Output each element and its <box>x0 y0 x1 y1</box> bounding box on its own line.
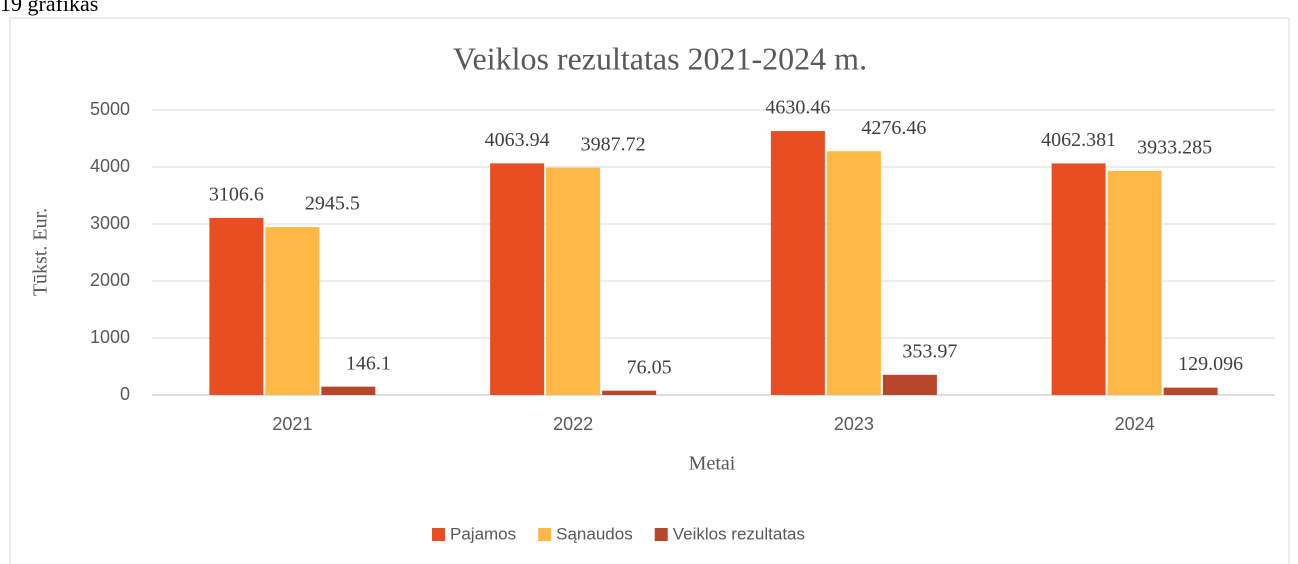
bar <box>1107 170 1162 395</box>
bar <box>770 131 825 395</box>
legend-label: Sąnaudos <box>556 524 633 543</box>
bar <box>1051 163 1106 395</box>
y-tick-label: 4000 <box>90 156 130 176</box>
legend-swatch <box>432 528 445 541</box>
data-label: 4062.381 <box>1041 129 1116 151</box>
legend-label: Veiklos rezultatas <box>673 524 805 543</box>
y-tick-label: 0 <box>120 384 130 404</box>
x-tick-label: 2023 <box>834 414 874 434</box>
x-axis-label: Metai <box>689 453 736 475</box>
bar <box>1163 387 1218 395</box>
data-label: 353.97 <box>902 340 957 362</box>
data-label: 3933.285 <box>1137 136 1212 158</box>
y-tick-label: 5000 <box>90 99 130 119</box>
x-tick-label: 2024 <box>1115 414 1155 434</box>
y-tick-label: 1000 <box>90 327 130 347</box>
legend-swatch <box>538 528 552 541</box>
data-label: 129.096 <box>1178 353 1243 375</box>
data-label: 4063.94 <box>485 129 550 151</box>
bar <box>882 374 937 395</box>
bar <box>490 163 545 395</box>
legend-label: Pajamos <box>450 524 516 543</box>
bar <box>265 227 320 395</box>
data-label: 2945.5 <box>305 193 360 215</box>
data-label: 76.05 <box>627 356 672 378</box>
bar <box>209 217 264 395</box>
bar <box>826 151 881 395</box>
bar <box>602 390 657 395</box>
data-label: 4276.46 <box>861 117 926 139</box>
bar <box>321 386 376 395</box>
x-tick-label: 2022 <box>553 414 593 434</box>
data-label: 3106.6 <box>209 184 264 206</box>
caption: 19 grafikas <box>0 0 98 16</box>
data-label: 3987.72 <box>581 133 646 155</box>
y-axis-label: Tūkst. Eur. <box>30 208 52 296</box>
data-label: 146.1 <box>346 352 391 374</box>
legend-swatch <box>654 528 668 541</box>
bar <box>546 167 601 395</box>
y-tick-label: 2000 <box>90 270 130 290</box>
x-tick-label: 2021 <box>272 414 312 434</box>
y-tick-label: 3000 <box>90 213 130 233</box>
chart-title: Veiklos rezultatas 2021-2024 m. <box>453 40 867 76</box>
data-label: 4630.46 <box>765 97 830 119</box>
